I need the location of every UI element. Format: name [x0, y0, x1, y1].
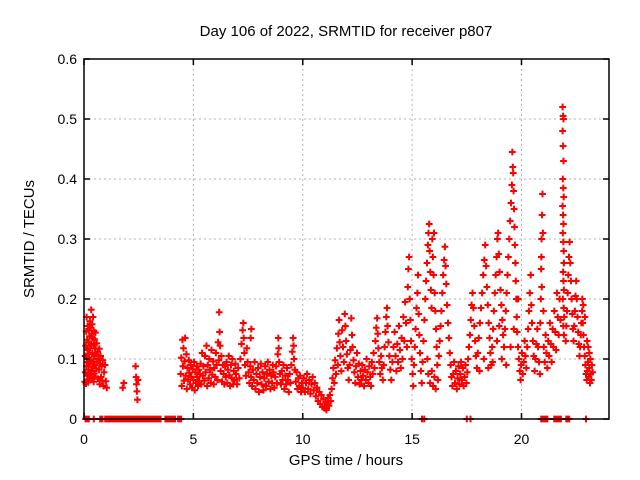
plot-border — [83, 58, 610, 420]
y-tick-label: 0.5 — [58, 111, 78, 127]
y-tick-label: 0.2 — [58, 291, 78, 307]
x-tick-label: 0 — [80, 431, 88, 447]
x-tick-label: 20 — [514, 431, 530, 447]
grid-lines — [84, 59, 609, 419]
x-tick-label: 15 — [404, 431, 420, 447]
chart-title: Day 106 of 2022, SRMTID for receiver p80… — [200, 23, 493, 40]
y-tick-label: 0.6 — [58, 51, 78, 67]
y-tick-label: 0.4 — [58, 171, 78, 187]
y-axis-label: SRMTID / TECUs — [21, 180, 38, 298]
y-tick-label: 0.3 — [58, 231, 78, 247]
x-tick-label: 5 — [189, 431, 197, 447]
x-tick-labels: 0 5 10 15 20 — [80, 431, 529, 447]
y-tick-label: 0.1 — [58, 351, 78, 367]
x-tick-label: 10 — [295, 431, 311, 447]
y-tick-label: 0 — [69, 411, 77, 427]
y-tick-labels: 0 0.1 0.2 0.3 0.4 0.5 0.6 — [58, 51, 78, 427]
x-axis-label: GPS time / hours — [289, 452, 403, 469]
